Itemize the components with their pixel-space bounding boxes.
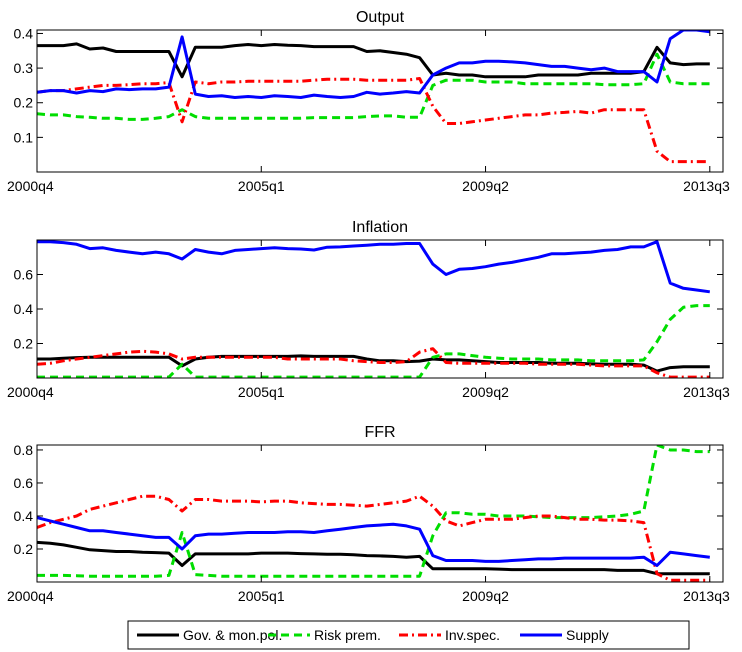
y-tick-label: 0.4 — [14, 301, 34, 317]
series-line-gov-mon-pol- — [37, 540, 710, 576]
x-tick-label: 2013q3 — [683, 178, 730, 194]
x-tick-label: 2005q1 — [238, 384, 285, 400]
panel-output: Output 0.1 0.2 0.3 0.4 2000q4 2005q1 2009q2 2013… — [7, 9, 730, 194]
axes-frame — [36, 444, 724, 583]
legend: Gov. & mon.pol. Risk prem. Inv.spec. Supply — [127, 620, 690, 650]
series-line-risk-prem- — [37, 445, 710, 578]
y-tick-label: 0.4 — [14, 508, 34, 524]
legend-box — [127, 620, 690, 650]
x-tick-label: 2009q2 — [462, 588, 509, 604]
y-tick-label: 0.4 — [14, 25, 34, 41]
y-tick-label: 0.6 — [14, 475, 34, 491]
y-tick-label: 0.3 — [14, 60, 34, 76]
x-tick-label: 2009q2 — [462, 178, 509, 194]
series-line-gov-mon-pol- — [37, 354, 710, 373]
legend-label-supply: Supply — [566, 627, 609, 643]
x-tick-label: 2000q4 — [7, 384, 54, 400]
panel-inflation: Inflation 0.2 0.4 0.6 2000q4 2005q1 2009q2 2013… — [7, 219, 730, 400]
x-tick-label: 2009q2 — [462, 384, 509, 400]
panel-title: FFR — [364, 424, 395, 441]
x-tick-label: 2013q3 — [683, 384, 730, 400]
series-line-inv-spec- — [37, 77, 710, 164]
y-tick-label: 0.2 — [14, 336, 34, 352]
series-group — [37, 445, 710, 582]
series-group — [37, 240, 711, 378]
y-tick-label: 0.2 — [14, 541, 34, 557]
legend-label-gov-mon-pol-: Gov. & mon.pol. — [183, 627, 282, 643]
series-line-inv-spec- — [37, 347, 710, 378]
x-tick-label: 2000q4 — [7, 588, 54, 604]
series-line-supply — [37, 30, 710, 99]
y-tick-label: 0.2 — [14, 95, 34, 111]
panel-title: Inflation — [352, 219, 408, 236]
series-line-supply — [37, 240, 711, 294]
series-line-gov-mon-pol- — [37, 42, 710, 79]
x-tick-label: 2005q1 — [238, 178, 285, 194]
x-tick-label: 2013q3 — [683, 588, 730, 604]
x-tick-label: 2000q4 — [7, 178, 54, 194]
panel-title: Output — [356, 9, 405, 26]
axes-frame — [36, 29, 724, 173]
series-line-risk-prem- — [37, 52, 710, 121]
y-tick-label: 0.1 — [14, 129, 34, 145]
series-line-supply — [37, 516, 710, 567]
series-group — [37, 30, 710, 164]
x-tick-label: 2005q1 — [238, 588, 285, 604]
legend-label-inv-spec-: Inv.spec. — [445, 627, 500, 643]
series-line-inv-spec- — [37, 494, 710, 582]
panel-ffr: FFR 0.2 0.4 0.6 0.8 2000q4 2005q1 2009q2 2013q3 — [7, 424, 730, 604]
legend-label-risk-prem-: Risk prem. — [314, 627, 381, 643]
y-tick-label: 0.8 — [14, 442, 34, 458]
y-tick-label: 0.6 — [14, 267, 34, 283]
